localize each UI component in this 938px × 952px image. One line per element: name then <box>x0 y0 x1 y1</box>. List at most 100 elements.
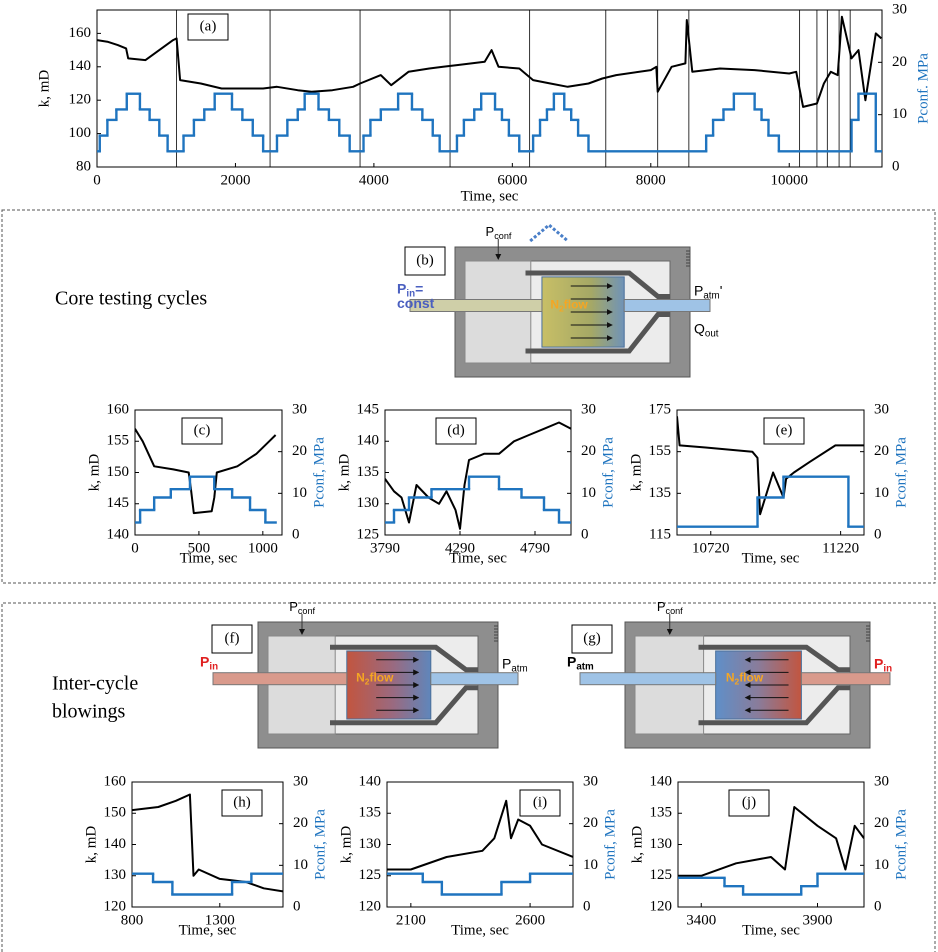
panel-label-box <box>221 789 263 817</box>
y2-tick-label: 10 <box>293 857 308 873</box>
y-tick-label: 130 <box>357 495 380 511</box>
y2-tick-label: 10 <box>892 106 907 122</box>
panel-label-box <box>187 13 229 41</box>
y2-axis-label: Pconf, MPa <box>602 809 618 880</box>
diagram-label: Patm <box>502 655 528 674</box>
x-axis-label: Time, sec <box>451 922 509 938</box>
y-tick-label: 115 <box>649 526 671 542</box>
x-axis-label: Time, sec <box>180 550 238 566</box>
y-tick-label: 125 <box>650 867 673 883</box>
y2-tick-label: 20 <box>583 815 598 831</box>
panel-label: (d) <box>447 422 465 438</box>
y-tick-label: 140 <box>357 433 380 449</box>
y2-tick-label: 0 <box>874 526 882 542</box>
y-tick-label: 120 <box>104 898 127 914</box>
x-tick-label: 10000 <box>770 172 808 188</box>
plot-frame <box>677 781 865 908</box>
sleeve <box>698 644 850 673</box>
label-part: Q <box>694 320 705 336</box>
diagram-label: N2flow <box>550 298 588 314</box>
x-tick-label: 800 <box>121 912 144 928</box>
permeability-line <box>135 428 277 515</box>
y-tick-label: 120 <box>69 92 92 108</box>
label-part: 2 <box>365 677 370 687</box>
label-part: P <box>502 655 511 671</box>
x-tick-label: 500 <box>188 540 211 556</box>
y2-tick-label: 10 <box>874 857 889 873</box>
panel-label: (e) <box>776 422 793 438</box>
y2-tick-label: 20 <box>874 815 889 831</box>
diagram-label: Patm' <box>694 282 722 301</box>
y-axis-label: k, mD <box>83 826 99 864</box>
label-part: P <box>657 599 666 614</box>
y-axis-label: k, mD <box>86 454 102 492</box>
label-part: out <box>705 328 719 339</box>
diagram-label: Qout <box>694 320 719 339</box>
y-tick-label: 140 <box>359 773 382 789</box>
y-tick-label: 135 <box>649 485 672 501</box>
x-tick-label: 1000 <box>248 540 278 556</box>
label-part: atm <box>703 290 719 301</box>
diagram-label: Pconf <box>657 599 683 616</box>
label-part: P <box>567 653 576 669</box>
permeability-line <box>678 806 864 877</box>
label-part: N <box>550 298 559 312</box>
y-tick-label: 155 <box>649 443 672 459</box>
label-part: atm <box>511 663 527 674</box>
y2-tick-label: 30 <box>874 401 889 417</box>
y2-tick-label: 10 <box>581 485 596 501</box>
pconf-cycle-icon <box>529 223 569 243</box>
label-part: ' <box>720 282 723 298</box>
sleeve <box>698 685 850 726</box>
y2-tick-label: 0 <box>292 526 300 542</box>
label-part: conf <box>666 606 684 616</box>
x-tick-label: 11220 <box>822 540 859 556</box>
y2-axis-label: Pconf, MPa <box>893 809 909 880</box>
label-part: = <box>415 280 423 296</box>
y-tick-label: 125 <box>357 526 380 542</box>
x-tick-label: 0 <box>93 172 101 188</box>
pipe-left <box>579 672 717 686</box>
section-frame <box>1 602 936 952</box>
label-part: 2 <box>559 304 564 314</box>
x-tick-label: 3900 <box>803 912 833 928</box>
panel-label-box <box>404 246 446 276</box>
y-tick-label: 130 <box>104 867 127 883</box>
label-part: P <box>289 599 298 614</box>
plot-series <box>677 416 864 528</box>
panel-label-box <box>519 789 561 817</box>
x-tick-label: 2000 <box>220 172 250 188</box>
y-tick-label: 130 <box>650 836 673 852</box>
diagram-label: N2flow <box>356 671 394 687</box>
section-frame <box>1 209 936 584</box>
label-part: in <box>883 663 892 674</box>
y-tick-label: 155 <box>107 433 130 449</box>
diagram-label: Pconf <box>486 224 512 241</box>
label-part: in <box>406 288 415 299</box>
y-tick-label: 150 <box>104 805 127 821</box>
y-tick-label: 120 <box>359 898 382 914</box>
y2-tick-label: 20 <box>892 54 907 70</box>
panel-label-box <box>763 417 805 445</box>
diagram-label: Pin= <box>397 280 423 299</box>
x-tick-label: 3790 <box>370 540 400 556</box>
y2-tick-label: 30 <box>293 773 308 789</box>
panel-label: (h) <box>233 794 251 810</box>
permeability-line <box>97 15 882 108</box>
plot-series <box>387 799 573 896</box>
x-axis-label: Time, sec <box>461 188 519 204</box>
panel-label: (f) <box>225 630 240 646</box>
permeability-line <box>385 421 571 530</box>
label-part: 2 <box>735 677 740 687</box>
panel-label: (a) <box>200 18 217 34</box>
y2-tick-label: 0 <box>293 898 301 914</box>
y-tick-label: 140 <box>107 526 130 542</box>
y-tick-label: 140 <box>69 58 92 74</box>
y-tick-label: 120 <box>650 898 673 914</box>
y2-tick-label: 10 <box>874 485 889 501</box>
label-part: in <box>209 661 218 672</box>
sleeve <box>525 312 670 354</box>
pipe-right <box>430 672 519 686</box>
diagram-label: Pconf <box>289 599 315 616</box>
x-tick-label: 4000 <box>359 172 389 188</box>
